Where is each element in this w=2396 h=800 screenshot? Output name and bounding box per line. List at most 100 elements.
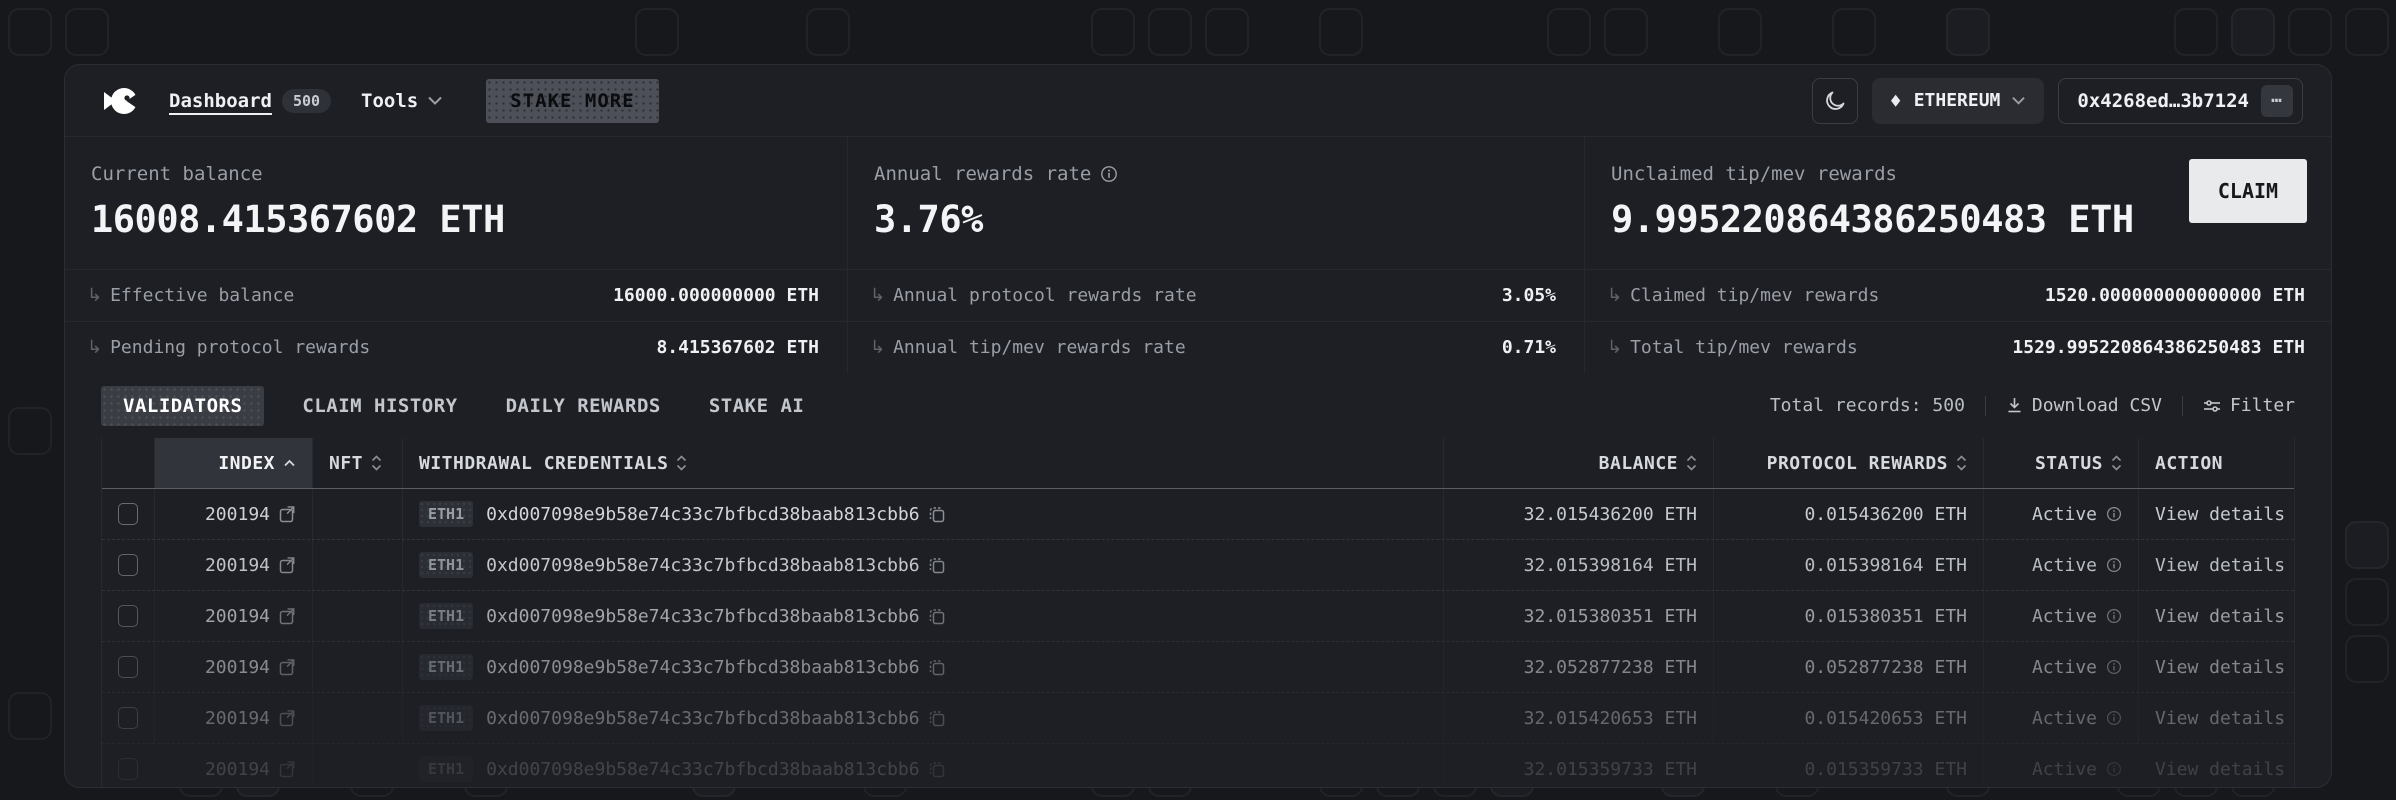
withdrawal-address: 0xd007098e9b58e74c33c7bfbcd38baab813cbb6 [486,503,920,525]
column-header-index[interactable]: INDEX [154,438,312,488]
filter-button[interactable]: Filter [2203,395,2295,416]
column-header-status[interactable]: STATUS [1983,438,2138,488]
external-link-icon[interactable] [279,709,296,727]
chevron-down-icon [2012,96,2026,105]
pattern-square [1718,8,1762,56]
row-checkbox[interactable] [118,554,138,576]
tab-daily-rewards[interactable]: DAILY REWARDS [505,394,661,417]
copy-icon[interactable] [929,557,945,574]
view-details-link[interactable]: View details [2138,642,2294,692]
info-circle-icon[interactable] [2106,710,2122,726]
column-header-balance[interactable]: BALANCE [1443,438,1713,488]
pattern-square [806,8,850,56]
view-details-link[interactable]: View details [2138,540,2294,590]
column-header-withdrawal-credentials[interactable]: WITHDRAWAL CREDENTIALS [402,438,1443,488]
copy-icon[interactable] [929,608,945,625]
nav-tools-menu[interactable]: Tools [361,90,442,112]
row-checkbox-cell [102,489,154,539]
copy-icon[interactable] [929,761,945,778]
row-checkbox-cell [102,744,154,787]
balance-cell: 32.015398164 ETH [1443,540,1713,590]
row-checkbox-cell [102,540,154,590]
stats-section: Current balance 16008.415367602 ETH ↳ Ef… [65,137,2331,373]
tab-stake-ai[interactable]: STAKE AI [708,394,805,417]
row-checkbox[interactable] [118,707,138,729]
withdrawal-credentials-cell: ETH1 0xd007098e9b58e74c33c7bfbcd38baab81… [402,693,1443,743]
pattern-square [1148,8,1192,56]
credential-type-badge: ETH1 [419,501,474,527]
wallet-address: 0x4268ed…3b7124 [2077,89,2249,112]
row-checkbox[interactable] [118,656,138,678]
external-link-icon[interactable] [279,607,296,625]
protocol-rewards-cell: 0.015380351 ETH [1713,591,1983,641]
view-details-link[interactable]: View details [2138,744,2294,787]
status-cell: Active [1983,591,2138,641]
brand-logo[interactable] [101,81,141,121]
wallet-menu-button[interactable]: ⋯ [2261,84,2293,117]
protocol-rewards-cell: 0.015398164 ETH [1713,540,1983,590]
copy-icon[interactable] [929,710,945,727]
sub-arrow-icon: ↳ [87,285,103,306]
network-select[interactable]: ♦ ETHEREUM [1871,77,2045,124]
toolbar-divider [2181,395,2183,416]
stat-unclaimed-rewards: Unclaimed tip/mev rewards 9.995220864386… [1584,137,2331,373]
tab-claim-history[interactable]: CLAIM HISTORY [302,394,458,417]
info-circle-icon[interactable] [1100,165,1118,183]
pattern-square [1547,8,1591,56]
row-checkbox[interactable] [118,503,138,525]
network-label: ETHEREUM [1913,90,2001,111]
column-header-action: ACTION [2138,438,2294,488]
table-row: 200194 ETH1 0xd007098e9b58e74c33c7bfbcd3… [102,540,2294,591]
info-circle-icon[interactable] [2106,608,2122,624]
info-circle-icon[interactable] [2106,506,2122,522]
sub-arrow-icon: ↳ [870,337,886,358]
filter-icon [2203,399,2221,413]
withdrawal-address: 0xd007098e9b58e74c33c7bfbcd38baab813cbb6 [486,656,920,678]
claim-button[interactable]: CLAIM [2189,159,2307,223]
row-checkbox[interactable] [118,758,138,780]
pattern-square [2345,578,2389,626]
sub-arrow-icon: ↳ [1607,285,1623,306]
unclaimed-rewards-value: 9.995220864386250483 ETH [1611,198,2134,241]
external-link-icon[interactable] [279,505,296,523]
info-circle-icon[interactable] [2106,761,2122,777]
pattern-square [1832,8,1876,56]
annual-tipmev-rewards-rate-row: ↳ Annual tip/mev rewards rate 0.71% [848,321,1584,373]
index-cell: 200194 [154,642,312,692]
pattern-square [2288,8,2332,56]
theme-toggle-button[interactable] [1811,77,1858,124]
stat-current-balance: Current balance 16008.415367602 ETH ↳ Ef… [65,137,847,373]
download-csv-button[interactable]: Download CSV [2006,395,2162,416]
copy-icon[interactable] [929,659,945,676]
external-link-icon[interactable] [279,760,296,778]
pattern-square [1205,8,1249,56]
nav-dashboard-link[interactable]: Dashboard 500 [169,88,332,113]
row-checkbox-cell [102,693,154,743]
info-circle-icon[interactable] [2106,557,2122,573]
wallet-address-button[interactable]: 0x4268ed…3b7124 ⋯ [2058,77,2303,124]
column-header-protocol-rewards[interactable]: PROTOCOL REWARDS [1713,438,1983,488]
column-header-nft[interactable]: NFT [312,438,402,488]
effective-balance-row: ↳ Effective balance 16000.000000000 ETH [65,269,847,321]
pattern-square [8,8,52,56]
stake-more-button[interactable]: STAKE MORE [486,78,659,123]
pattern-square [2345,8,2389,56]
current-balance-card: Current balance 16008.415367602 ETH [65,137,847,269]
table-header: INDEX NFT WITHDRAWAL CREDENTIALS BALANCE [102,438,2294,489]
info-circle-icon[interactable] [2106,659,2122,675]
view-details-link[interactable]: View details [2138,591,2294,641]
table-row: 200194 ETH1 0xd007098e9b58e74c33c7bfbcd3… [102,744,2294,787]
balance-cell: 32.015380351 ETH [1443,591,1713,641]
withdrawal-credentials-cell: ETH1 0xd007098e9b58e74c33c7bfbcd38baab81… [402,540,1443,590]
row-checkbox[interactable] [118,605,138,627]
external-link-icon[interactable] [279,658,296,676]
balance-cell: 32.015436200 ETH [1443,489,1713,539]
external-link-icon[interactable] [279,556,296,574]
view-details-link[interactable]: View details [2138,489,2294,539]
copy-icon[interactable] [929,506,945,523]
tab-validators[interactable]: VALIDATORS [101,385,265,426]
balance-cell: 32.015359733 ETH [1443,744,1713,787]
view-details-link[interactable]: View details [2138,693,2294,743]
protocol-rewards-cell: 0.015436200 ETH [1713,489,1983,539]
moon-icon [1823,89,1847,113]
